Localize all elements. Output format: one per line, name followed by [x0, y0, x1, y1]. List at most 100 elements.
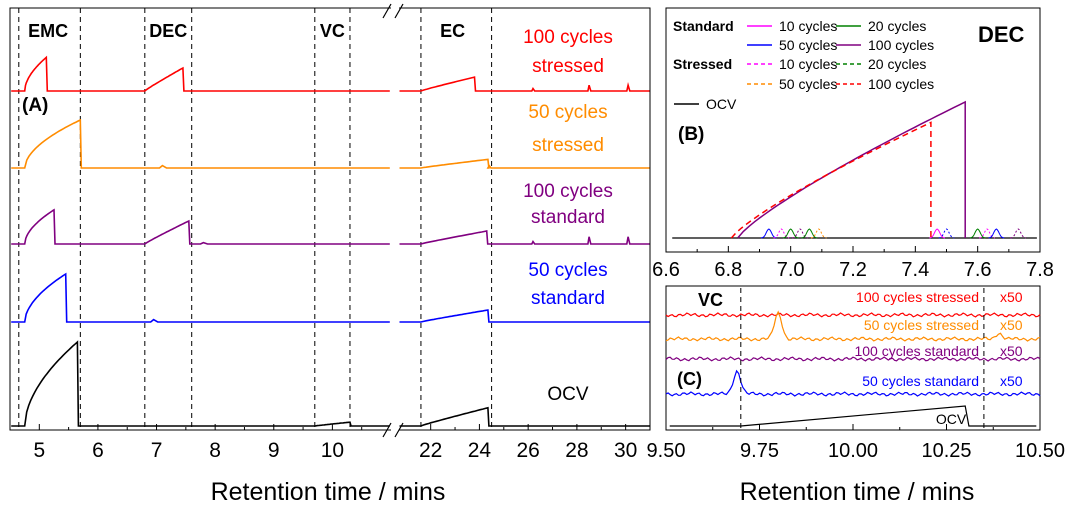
trace-b-small-peak-2 [782, 228, 799, 239]
series-label-c-50-cycles-stressed: 50 cycles stressed [864, 317, 979, 333]
trace-b-small-peak-1 [773, 228, 790, 239]
x-tick-label-a-9: 9 [268, 439, 280, 462]
series-label-100-cycles-standard-line-1: standard [531, 207, 605, 228]
trace-b-small-peak-0 [761, 228, 777, 239]
trace-a-100-cycles-stressed-segment-0 [11, 55, 390, 92]
x-tick-label-a-10: 10 [321, 439, 344, 462]
legend-label-5: 20 cycles [868, 56, 926, 72]
trace-b-100-cycles-stressed [730, 121, 932, 239]
x-axis-label-right: Retention time / mins [740, 478, 975, 506]
axis-break-mark-bottom-1 [382, 422, 392, 438]
scale-label-c-100-cycles-standard: x50 [1000, 343, 1023, 359]
region-label-ec: EC [440, 21, 465, 41]
trace-b-small-peak-11 [1010, 228, 1027, 239]
trace-c-100-cycles-stressed [665, 312, 1041, 318]
trace-b-small-peak-5 [810, 228, 827, 239]
trace-a-100-cycles-stressed-segment-1 [399, 76, 650, 92]
trace-a-50-cycles-stressed-segment-1 [399, 158, 650, 169]
trace-a-ocv-segment-1 [399, 406, 650, 427]
panel-a: EMC DEC VC EC 5 6 7 8 9 10 22 24 26 28 30 100 cycles s… [9, 0, 651, 462]
trace-b-small-peak-3 [792, 228, 808, 239]
x-tick-label-a-26: 26 [516, 439, 539, 462]
series-label-c-100-cycles-stressed: 100 cycles stressed [856, 289, 979, 305]
x-tick-label-a-8: 8 [209, 439, 221, 462]
legend-label-6: 50 cycles [779, 76, 837, 92]
trace-a-50-cycles-standard-segment-0 [11, 272, 390, 323]
trace-c-50-cycles-standard [665, 369, 1041, 397]
trace-b-small-peak-6 [929, 228, 945, 239]
series-label-100-cycles-stressed-line-0: 100 cycles [523, 27, 613, 48]
x-tick-label-c-2: 10.00 [828, 440, 878, 462]
trace-b-small-peak-4 [801, 228, 818, 239]
x-axis-label-left: Retention time / mins [211, 478, 446, 506]
series-label-100-cycles-stressed-line-1: stressed [532, 56, 604, 77]
trace-b-small-peak-9 [979, 228, 995, 239]
scale-label-c-100-cycles-stressed: x50 [1000, 289, 1023, 305]
axis-break-mark-top-2 [394, 3, 404, 19]
trace-b-100-cycles-standard [737, 100, 966, 239]
x-tick-label-a-22: 22 [419, 439, 442, 462]
legend-label-1: 20 cycles [868, 18, 926, 34]
scale-label-c-50-cycles-stressed: x50 [1000, 317, 1023, 333]
x-tick-label-b-6-6: 6.6 [652, 259, 680, 281]
series-label-50-cycles-standard-line-0: 50 cycles [528, 260, 607, 281]
x-tick-label-a-28: 28 [565, 439, 588, 462]
legend-label-8: OCV [706, 96, 737, 112]
x-tick-label-b-7-2: 7.2 [839, 259, 867, 281]
series-label-ocv-line-0: OCV [547, 384, 589, 405]
trace-a-ocv-segment-0 [11, 340, 390, 427]
panel-a-label: (A) [22, 95, 48, 116]
series-label-c-50-cycles-standard: 50 cycles standard [862, 373, 979, 389]
trace-a-100-cycles-standard-segment-1 [399, 230, 650, 245]
series-label-50-cycles-stressed-line-1: stressed [532, 135, 604, 156]
x-tick-label-b-6-8: 6.8 [714, 259, 742, 281]
panel-b: 6.6 6.8 7.0 7.2 7.4 7.6 7.8 Standard Stressed 10… [652, 7, 1054, 281]
x-tick-label-b-7-8: 7.8 [1026, 259, 1054, 281]
panel-b-title: DEC [978, 22, 1025, 47]
x-tick-label-b-7: 7.0 [777, 259, 805, 281]
x-tick-label-a-7: 7 [151, 439, 163, 462]
series-label-50-cycles-stressed-line-0: 50 cycles [528, 102, 607, 123]
legend-label-3: 100 cycles [868, 37, 934, 53]
axis-break-gap [391, 0, 399, 437]
panel-c: 100 cycles stressed x50 50 cycles stressed… [647, 285, 1065, 462]
panel-c-label: (C) [677, 369, 702, 389]
trace-a-50-cycles-standard-segment-1 [399, 309, 650, 323]
x-tick-label-c-4: 10.50 [1015, 440, 1065, 462]
legend-label-2: 50 cycles [779, 37, 837, 53]
axis-break-mark-top-1 [382, 3, 392, 19]
legend-group-stressed: Stressed [673, 56, 732, 72]
x-tick-label-a-6: 6 [92, 439, 104, 462]
trace-a-50-cycles-stressed-segment-0 [11, 118, 390, 169]
series-label-c-ocv: OCV [936, 411, 967, 427]
x-tick-label-a-5: 5 [33, 439, 45, 462]
series-label-c-100-cycles-standard: 100 cycles standard [854, 343, 979, 359]
x-tick-label-a-30: 30 [614, 439, 637, 462]
trace-c-100-cycles-standard [665, 356, 1041, 362]
scale-label-c-50-cycles-standard: x50 [1000, 373, 1023, 389]
trace-c-ocv [669, 405, 1037, 427]
panel-a-frame [9, 7, 651, 431]
region-label-emc: EMC [28, 21, 68, 41]
x-tick-label-c-1: 9.75 [740, 440, 779, 462]
trace-b-small-peak-10 [988, 228, 1005, 239]
region-label-dec: DEC [149, 21, 187, 41]
x-tick-label-b-7-6: 7.6 [964, 259, 992, 281]
axis-break-mark-bottom-2 [394, 422, 404, 438]
legend-label-4: 10 cycles [779, 56, 837, 72]
legend-label-0: 10 cycles [779, 18, 837, 34]
series-label-100-cycles-standard-line-0: 100 cycles [523, 181, 613, 202]
trace-b-small-peak-7 [938, 228, 955, 239]
region-label-vc: VC [320, 21, 345, 41]
legend-group-standard: Standard [673, 18, 734, 34]
series-label-50-cycles-standard-line-1: standard [531, 288, 605, 309]
x-tick-label-a-24: 24 [468, 439, 492, 462]
legend-label-7: 100 cycles [868, 76, 934, 92]
panel-b-label: (B) [678, 124, 704, 145]
trace-c-50-cycles-stressed [665, 310, 1041, 342]
x-tick-label-b-7-4: 7.4 [901, 259, 929, 281]
x-tick-label-c-0: 9.50 [647, 440, 686, 462]
trace-b-small-peak-8 [969, 228, 986, 239]
trace-a-100-cycles-standard-segment-0 [11, 208, 390, 245]
